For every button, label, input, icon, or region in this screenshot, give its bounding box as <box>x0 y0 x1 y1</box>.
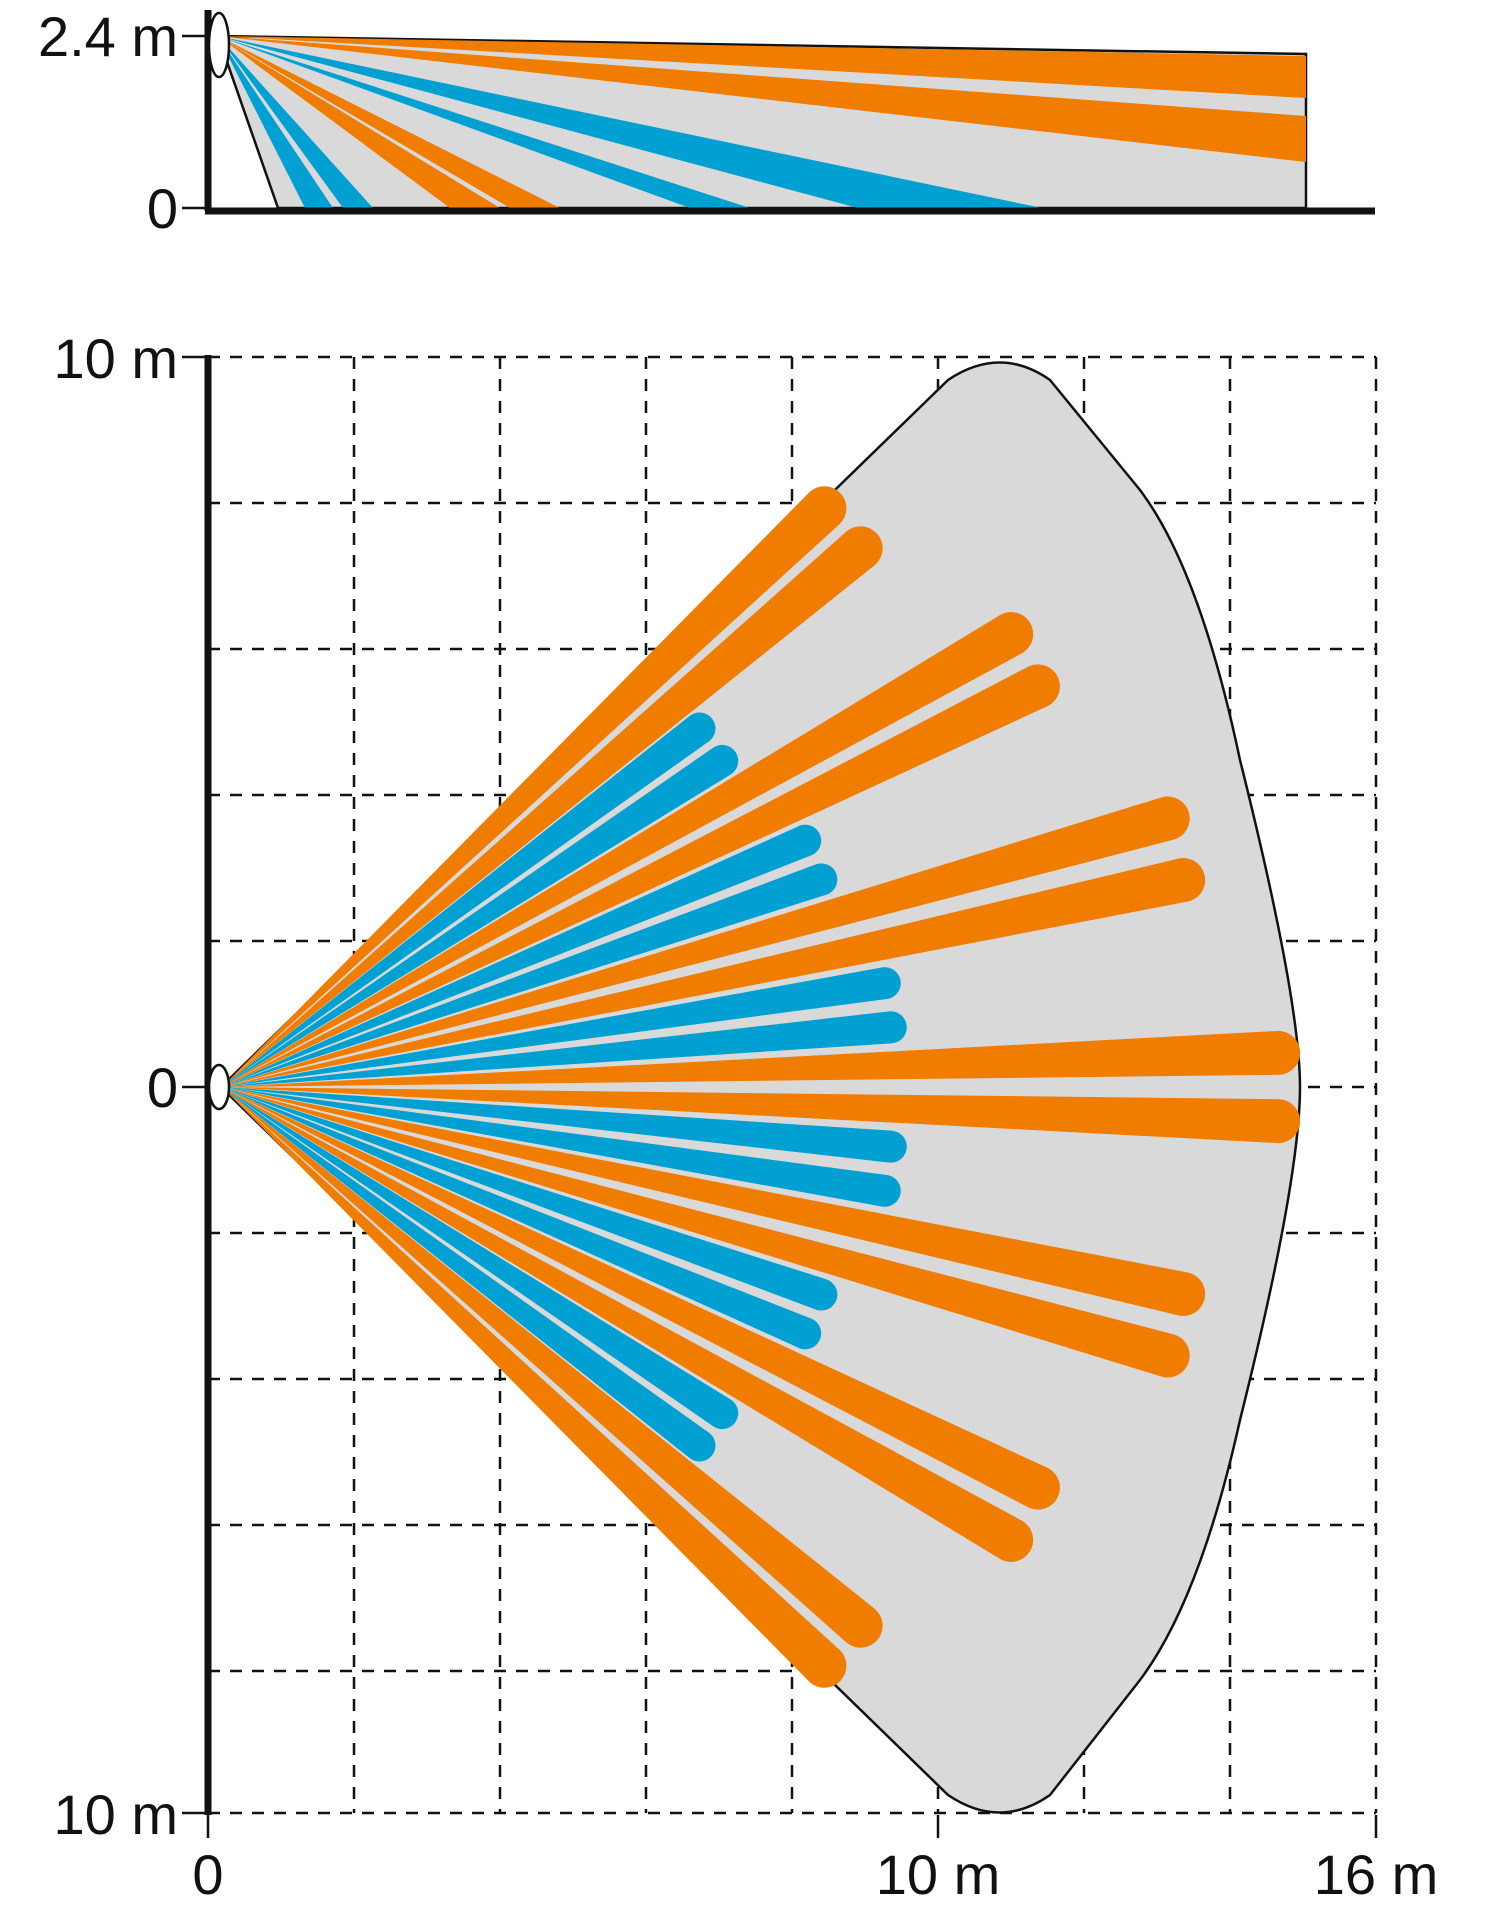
long-range-beam <box>222 1030 1301 1087</box>
top-y-label-top: 10 m <box>54 327 179 390</box>
long-range-beam <box>222 486 847 1087</box>
side-view: 2.4 m 0 <box>38 5 1375 240</box>
long-range-beam <box>222 796 1190 1087</box>
top-y-label-bottom: 10 m <box>54 1783 179 1846</box>
long-range-beam <box>222 1087 1190 1378</box>
side-beams <box>218 36 1306 208</box>
side-y-label-bottom: 0 <box>147 177 178 240</box>
short-range-beam <box>222 1087 739 1430</box>
x-label-end: 16 m <box>1314 1843 1439 1906</box>
long-range-beam <box>222 1087 1034 1562</box>
side-long-beam <box>218 36 500 208</box>
long-range-beam <box>222 1087 883 1648</box>
top-view: 10 m 0 10 m 0 10 m 16 m <box>54 327 1439 1906</box>
long-range-beam <box>222 664 1060 1087</box>
long-range-beam <box>222 1087 1206 1316</box>
short-range-beam <box>222 967 901 1087</box>
side-short-beam <box>218 36 1042 208</box>
top-y-label-middle: 0 <box>147 1056 178 1119</box>
side-long-beam <box>218 36 560 208</box>
long-range-beam <box>222 612 1034 1087</box>
x-label-mid: 10 m <box>876 1843 1001 1906</box>
short-range-beam <box>222 1087 907 1163</box>
long-range-beam <box>222 526 883 1087</box>
long-range-beam <box>222 1087 847 1688</box>
x-label-origin: 0 <box>192 1843 223 1906</box>
short-range-beam <box>222 1087 838 1311</box>
short-range-beam <box>222 744 739 1087</box>
side-sensor-icon <box>207 11 231 79</box>
side-long-beam <box>218 36 1306 98</box>
side-short-beam <box>218 36 373 208</box>
short-range-beam <box>222 712 716 1087</box>
short-range-beam <box>222 1087 901 1207</box>
side-long-beam <box>218 36 1306 162</box>
long-range-beam <box>222 858 1206 1087</box>
short-range-beam <box>222 863 838 1087</box>
long-range-beam <box>222 1087 1301 1144</box>
side-short-beam <box>218 36 333 208</box>
short-range-beam <box>222 824 822 1087</box>
short-range-beam <box>222 1087 822 1350</box>
side-y-label-top: 2.4 m <box>38 5 178 68</box>
side-short-beam <box>218 36 750 208</box>
short-range-beam <box>222 1087 716 1462</box>
short-range-beam <box>222 1011 907 1087</box>
top-coverage-zone <box>219 361 1302 1814</box>
long-range-beam <box>222 1087 1060 1510</box>
top-beams <box>222 486 1301 1688</box>
top-sensor-icon <box>207 1063 231 1111</box>
